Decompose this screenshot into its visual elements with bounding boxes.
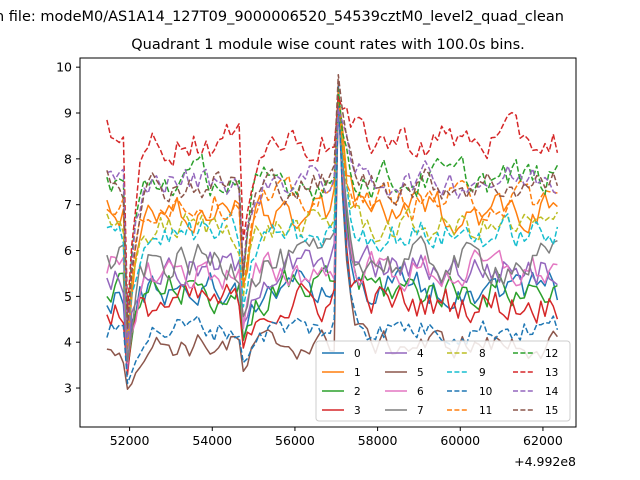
legend-label-2: 2 xyxy=(354,386,361,398)
series-line-12 xyxy=(106,88,559,328)
series-line-9 xyxy=(106,99,559,346)
series-line-15 xyxy=(106,73,559,329)
legend-label-10: 10 xyxy=(479,386,492,398)
series-line-14 xyxy=(106,108,558,344)
y-tick-label: 10 xyxy=(56,60,72,75)
legend-label-14: 14 xyxy=(545,386,559,398)
legend-label-5: 5 xyxy=(417,367,424,379)
series-line-8 xyxy=(106,90,559,342)
x-tick-label: 56000 xyxy=(275,433,315,448)
y-tick-label: 5 xyxy=(64,289,72,304)
x-axis-offset-label: +4.992e8 xyxy=(514,454,576,469)
x-axis: 52000 54000 56000 58000 60000 62000 xyxy=(110,427,563,448)
x-tick-label: 52000 xyxy=(110,433,150,448)
y-tick-label: 9 xyxy=(64,106,72,121)
legend-label-0: 0 xyxy=(354,348,361,360)
y-axis: 3 4 5 6 7 8 9 10 xyxy=(56,60,80,396)
legend-label-11: 11 xyxy=(479,405,492,417)
series-line-10 xyxy=(106,85,559,385)
legend-label-8: 8 xyxy=(479,348,486,360)
series-layer xyxy=(106,73,559,390)
y-tick-label: 3 xyxy=(64,381,72,396)
y-tick-label: 6 xyxy=(64,243,72,258)
legend-label-15: 15 xyxy=(545,405,558,417)
legend-label-4: 4 xyxy=(417,348,424,360)
series-line-7 xyxy=(106,93,558,363)
legend-label-9: 9 xyxy=(479,367,486,379)
series-line-1 xyxy=(106,93,558,350)
x-tick-label: 62000 xyxy=(523,433,563,448)
legend-label-12: 12 xyxy=(545,348,558,360)
figure-suptitle: n file: modeM0/AS1A14_127T09_9000006520_… xyxy=(0,9,564,25)
chart-title: Quadrant 1 module wise count rates with … xyxy=(131,37,525,53)
x-tick-label: 60000 xyxy=(440,433,480,448)
legend-label-7: 7 xyxy=(417,405,424,417)
legend-label-13: 13 xyxy=(545,367,558,379)
legend-label-3: 3 xyxy=(354,405,361,417)
y-tick-label: 4 xyxy=(64,335,72,350)
x-tick-label: 58000 xyxy=(358,433,398,448)
plot-area-frame xyxy=(79,57,577,428)
series-line-6 xyxy=(106,90,558,365)
series-line-13 xyxy=(106,96,559,313)
legend-frame xyxy=(315,340,571,422)
x-tick-label: 54000 xyxy=(192,433,232,448)
legend-label-6: 6 xyxy=(417,386,424,398)
series-line-11 xyxy=(106,91,558,346)
legend-label-1: 1 xyxy=(354,367,361,379)
y-tick-label: 7 xyxy=(64,197,72,212)
series-line-4 xyxy=(106,109,558,370)
y-tick-label: 8 xyxy=(64,151,72,166)
